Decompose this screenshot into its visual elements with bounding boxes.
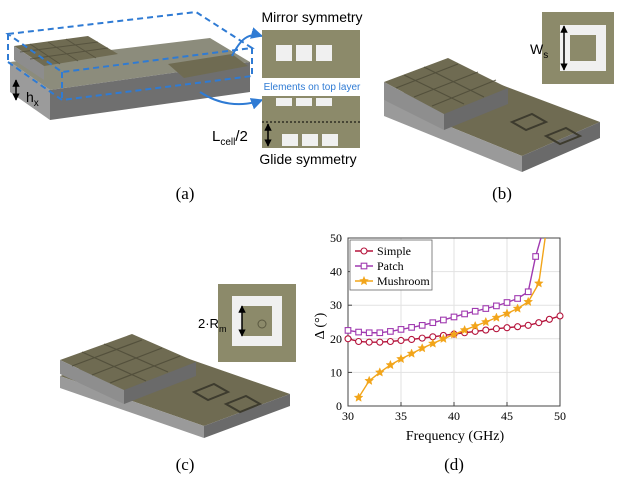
panel-b: Ws (b) [384,12,614,203]
legend-label: Patch [377,259,404,273]
panel-c-caption: (c) [176,455,195,474]
y-tick-label: 40 [330,265,342,279]
mirror-symmetry-inset [262,30,360,78]
data-point-mushroom [449,329,459,339]
top-layer-label: Elements on top layer [264,82,361,93]
data-point-patch [514,295,521,302]
data-point-patch [387,328,394,335]
y-tick-label: 50 [330,231,342,245]
data-point-mushroom [502,308,512,318]
label-hx: hx [26,89,39,109]
data-point-mushroom [533,278,544,288]
data-point-mushroom [353,392,364,402]
panel-c: 2·Rm (c) [60,284,296,474]
panel-a-waveguide-model [5,10,264,120]
data-point-mushroom [438,333,449,343]
glide-symmetry-title: Glide symmetry [259,151,356,167]
data-point-patch [355,328,362,336]
data-point-mushroom [364,375,375,385]
x-tick-label: 45 [501,409,513,423]
rm-inset [218,284,296,362]
legend-label: Mushroom [377,274,430,288]
data-point-patch [532,253,539,260]
data-point-mushroom [385,359,396,370]
panel-c-model [60,334,290,438]
chart-xlabel: Frequency (GHz) [406,429,505,444]
data-point-patch [440,316,447,324]
data-point-mushroom [406,348,417,358]
data-point-patch [397,326,405,333]
x-tick-label: 35 [395,409,407,423]
ws-inset [542,12,614,84]
legend-marker [359,275,369,286]
data-point-mushroom [523,296,534,306]
data-point-patch [471,307,479,315]
panel-d-chart: 30 35 40 45 50 0 10 20 30 40 50 SimplePatchMushroom… [313,231,566,474]
data-point-simple [514,323,522,331]
legend-marker [360,247,368,255]
data-point-mushroom [396,353,406,364]
data-point-simple [418,334,426,342]
data-point-patch [376,329,384,337]
data-point-patch [461,310,468,318]
label-rm: 2·Rm [198,316,226,334]
data-point-simple [471,327,479,335]
panel-b-caption: (b) [492,184,512,203]
data-point-simple [492,325,500,333]
data-point-mushroom [512,303,523,313]
data-point-mushroom [427,338,438,348]
data-point-patch [429,319,437,327]
panel-b-model [384,58,600,172]
data-point-simple [545,315,553,323]
data-point-simple [408,335,416,344]
data-point-patch [365,329,373,337]
y-tick-label: 10 [330,365,342,379]
label-lcell: Lcell/2 [212,128,248,148]
legend-marker [360,262,368,270]
data-point-simple [386,337,394,346]
x-tick-label: 30 [342,409,354,423]
data-point-simple [482,326,490,334]
glide-symmetry-inset [262,96,360,148]
data-point-simple [503,324,511,332]
mirror-symmetry-title: Mirror symmetry [261,9,362,25]
data-point-mushroom [491,312,502,322]
x-tick-label: 50 [554,409,566,423]
data-point-patch [450,313,458,321]
data-point-simple [535,319,543,327]
data-point-patch [482,305,490,312]
data-point-simple [524,321,532,329]
data-point-simple [355,337,363,346]
chart-ylabel: Δ (°) [313,312,328,339]
x-tick-label: 40 [448,409,460,423]
data-point-patch [503,299,511,306]
data-point-simple [397,336,405,345]
panel-a: hx Mirror symmetry Elements on top layer… [5,9,363,203]
data-point-patch [344,327,352,334]
data-point-mushroom [417,343,428,353]
y-tick-label: 30 [330,298,342,312]
y-tick-label: 0 [336,399,342,413]
data-point-simple [365,338,373,346]
data-point-patch [493,302,500,310]
data-point-simple [344,335,352,343]
label-ws: Ws [530,41,548,61]
data-point-mushroom [480,316,491,327]
data-point-simple [556,312,564,320]
data-point-simple [376,338,384,346]
panel-d-caption: (d) [444,455,464,474]
data-point-patch [408,324,415,331]
y-tick-label: 20 [330,332,342,346]
data-point-patch [524,288,532,296]
legend-label: Simple [377,244,411,258]
panel-a-caption: (a) [176,184,195,203]
data-point-mushroom [459,324,470,335]
data-point-mushroom [470,320,481,331]
data-point-patch [418,322,426,329]
data-point-mushroom [374,367,385,377]
